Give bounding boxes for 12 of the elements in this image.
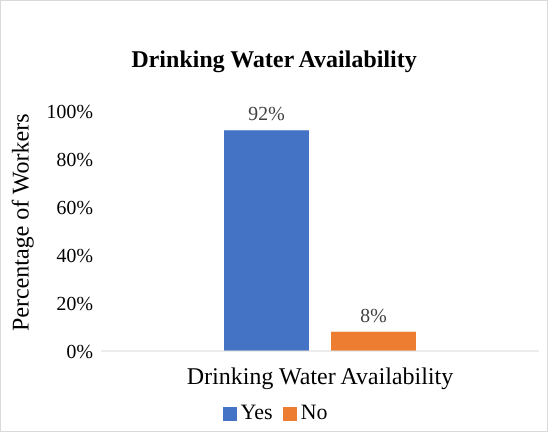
y-tick-label: 40% [56,245,93,268]
y-tick-label: 0% [66,341,93,364]
y-tick-label: 20% [56,293,93,316]
y-tick-label: 80% [56,149,93,172]
legend-label: Yes [240,399,273,424]
chart-title: Drinking Water Availability [130,47,418,74]
y-axis-title: Percentage of Workers [8,113,35,331]
y-tick-label: 100% [46,101,93,124]
legend-label: No [300,399,328,424]
data-label: 8% [360,304,387,327]
data-label: 92% [248,103,285,126]
y-tick-label: 60% [56,197,93,220]
